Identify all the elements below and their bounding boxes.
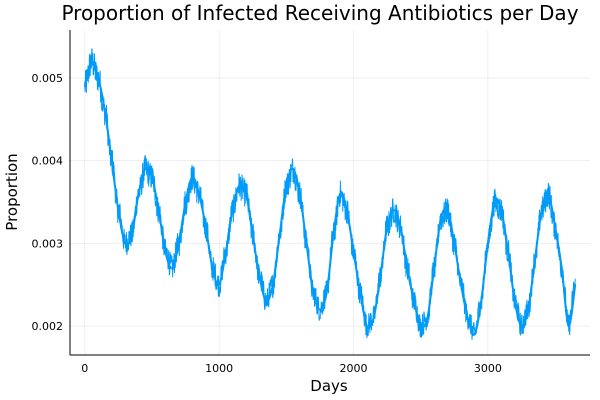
data-point [97,77,100,79]
data-point [520,325,523,327]
axes [69,30,590,356]
data-point [473,333,476,336]
data-point [204,226,207,228]
data-point [453,242,456,245]
data-point [386,226,388,228]
data-point [238,184,241,187]
x-tick-label: 1000 [205,362,233,375]
data-point [312,292,315,294]
data-point [460,283,462,286]
data-point [513,300,516,303]
data-point [406,267,409,269]
data-point [83,85,86,88]
data-point [251,234,254,236]
data-point [567,325,570,327]
data-point [507,250,509,253]
x-tick-labels: 0 1000 2000 3000 [81,362,502,375]
data-point [171,267,173,269]
data-point [359,292,362,294]
data-point [198,192,200,195]
data-point [218,283,220,286]
data-point [319,308,321,311]
data-point [211,267,214,269]
data-point [272,283,274,286]
data-point [352,250,355,253]
data-point [487,242,489,245]
data-point [527,308,529,311]
data-point [480,300,482,303]
data-point [560,267,563,269]
data-point [440,217,442,220]
data-point [191,176,194,179]
data-point [245,192,247,195]
x-tick-label: 0 [81,362,88,375]
data-point [493,201,496,203]
data-point [184,201,187,203]
data-point [547,192,550,195]
data-point [104,110,106,112]
data-point [131,234,133,236]
data-point [419,325,422,327]
chart-title: Proportion of Infected Receiving Antibio… [61,1,578,25]
data-point [231,209,234,212]
data-point [157,209,160,212]
y-tick-labels: 0.002 0.003 0.004 0.005 [32,72,64,333]
data-point [258,275,261,278]
data-point [372,316,375,319]
data-point [554,226,556,228]
y-axis-label: Proportion [3,153,21,230]
data-point [325,292,328,294]
data-point [466,316,469,319]
data-point [117,209,120,212]
data-point [144,168,147,170]
data-point [534,259,536,261]
data-point [339,192,341,195]
data-point [164,250,167,253]
data-point [500,209,503,212]
series-layer [83,48,577,340]
y-tick-label: 0.002 [32,320,64,333]
y-tick-label: 0.003 [32,237,64,250]
data-point [426,316,429,319]
grid [70,30,590,355]
data-point [345,209,348,212]
data-point [225,250,227,253]
data-point [433,267,435,269]
data-point [332,234,335,236]
data-point [305,242,308,245]
data-point [298,192,301,195]
data-point [413,300,415,303]
y-tick-label: 0.004 [32,155,64,168]
data-point [393,209,395,212]
x-tick-label: 3000 [474,362,502,375]
data-point [366,325,368,327]
data-point [265,300,267,303]
series-trend-line [83,60,577,336]
data-point [574,283,577,286]
data-point [110,159,113,162]
data-point [399,226,402,228]
data-point [292,168,294,170]
x-axis-label: Days [310,377,348,395]
series-daily-trace [84,48,576,340]
data-point [540,209,543,212]
data-point [124,242,126,245]
data-point [379,275,382,278]
data-point [178,242,180,245]
x-tick-label: 2000 [340,362,368,375]
y-tick-label: 0.005 [32,72,64,85]
data-point [446,209,449,212]
data-point [137,192,140,195]
data-point [285,184,288,187]
data-point [278,234,281,236]
data-point [151,176,153,179]
data-point [90,60,93,63]
